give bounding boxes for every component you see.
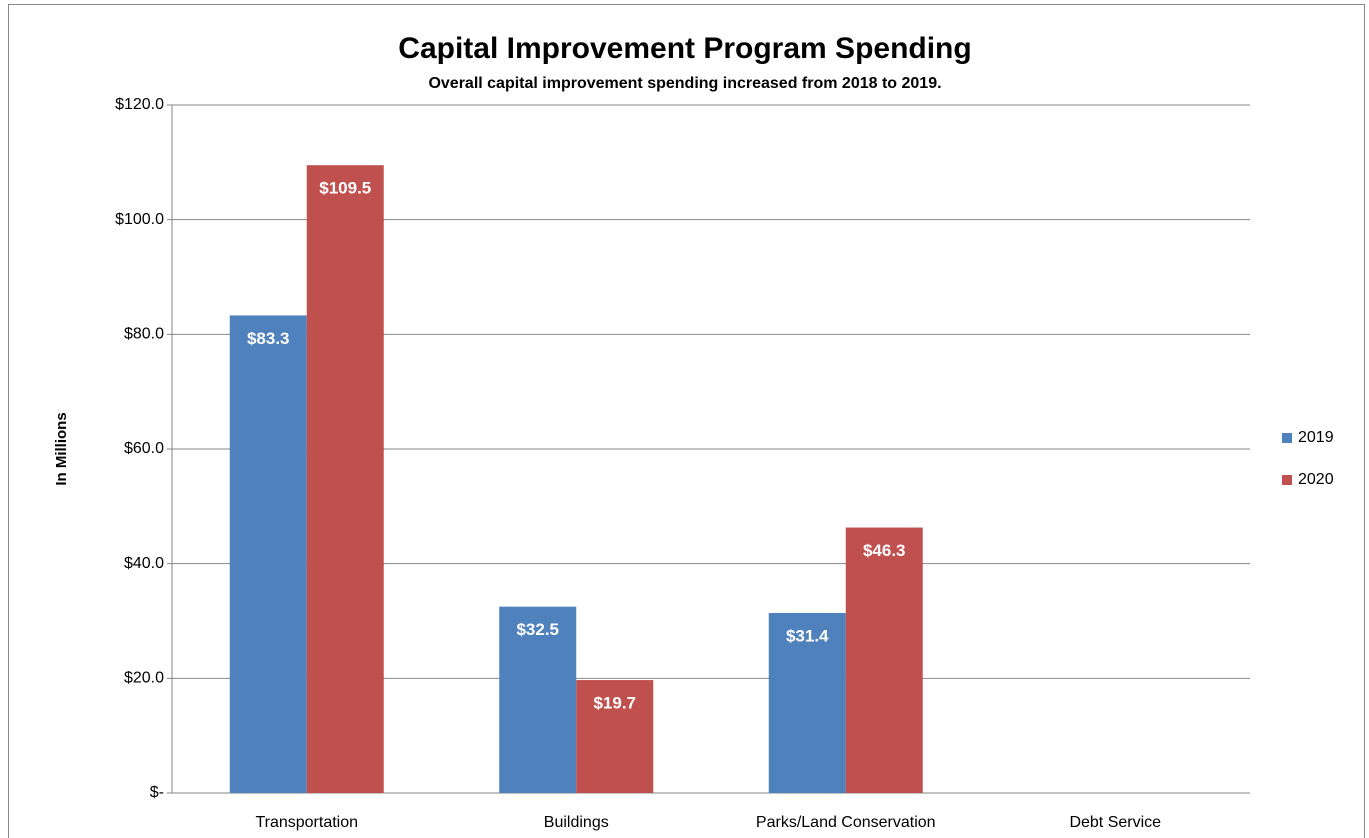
x-tick-label: Buildings bbox=[544, 814, 609, 831]
data-label: $31.4 bbox=[786, 626, 829, 645]
y-tick-label: $120.0 bbox=[115, 96, 164, 113]
x-tick-label: Debt Service bbox=[1069, 814, 1161, 831]
legend-swatch bbox=[1282, 433, 1292, 443]
bar bbox=[306, 165, 384, 793]
y-tick-label: $80.0 bbox=[124, 326, 164, 343]
legend-label: 2020 bbox=[1298, 471, 1334, 488]
data-label: $19.7 bbox=[593, 694, 636, 713]
y-axis-label: In Millions bbox=[53, 412, 70, 485]
data-label: $46.3 bbox=[863, 541, 906, 560]
y-tick-label: $60.0 bbox=[124, 440, 164, 457]
bar bbox=[499, 606, 577, 793]
bar bbox=[845, 527, 923, 793]
legend-swatch bbox=[1282, 475, 1292, 485]
y-tick-label: $40.0 bbox=[124, 555, 164, 572]
y-tick-label: $- bbox=[150, 784, 164, 801]
x-tick-label: Parks/Land Conservation bbox=[756, 814, 936, 831]
legend-label: 2019 bbox=[1298, 429, 1334, 446]
chart-subtitle: Overall capital improvement spending inc… bbox=[428, 75, 941, 92]
chart-title: Capital Improvement Program Spending bbox=[398, 32, 971, 65]
chart-border bbox=[8, 4, 1365, 838]
y-tick-label: $100.0 bbox=[115, 211, 164, 228]
bar bbox=[229, 315, 307, 793]
x-tick-label: Transportation bbox=[255, 814, 358, 831]
data-label: $32.5 bbox=[516, 620, 559, 639]
data-label: $109.5 bbox=[319, 179, 371, 198]
data-label: $83.3 bbox=[247, 329, 290, 348]
bar bbox=[768, 612, 846, 793]
y-tick-label: $20.0 bbox=[124, 670, 164, 687]
bar bbox=[576, 680, 654, 793]
